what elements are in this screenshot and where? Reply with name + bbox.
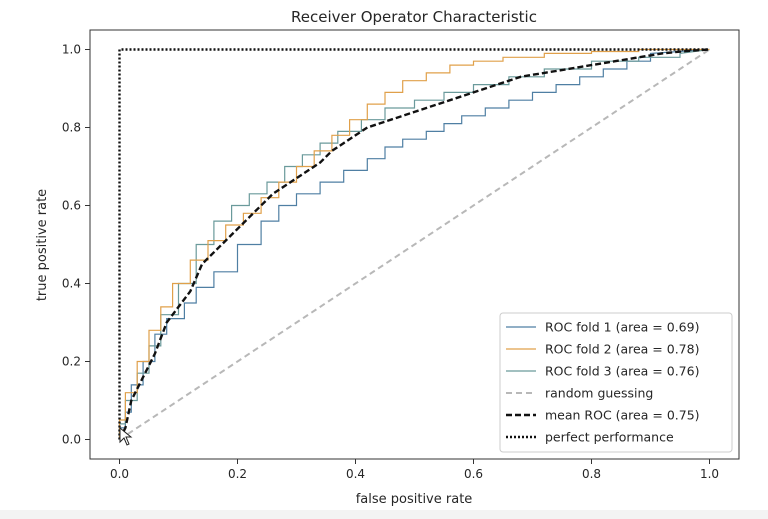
legend-label: ROC fold 1 (area = 0.69) bbox=[545, 320, 699, 335]
series-line-random bbox=[118, 48, 711, 441]
series-line-fold1 bbox=[118, 48, 710, 440]
x-tick-label: 0.0 bbox=[110, 467, 129, 481]
x-axis-label: false positive rate bbox=[356, 492, 473, 507]
y-tick-label: 0.8 bbox=[62, 121, 81, 135]
bottom-strip bbox=[0, 510, 768, 519]
legend-label: random guessing bbox=[545, 386, 653, 401]
plot-series-group bbox=[118, 48, 711, 441]
x-tick-label: 0.8 bbox=[582, 467, 601, 481]
legend: ROC fold 1 (area = 0.69) ROC fold 2 (area… bbox=[499, 312, 733, 453]
chart-title: Receiver Operator Characteristic bbox=[291, 8, 537, 26]
mouse-cursor-icon bbox=[119, 426, 133, 446]
series-line-mean bbox=[118, 48, 710, 441]
y-tick-label: 0.4 bbox=[62, 277, 81, 291]
x-tick-label: 1.0 bbox=[700, 467, 719, 481]
x-tick-label: 0.2 bbox=[228, 467, 247, 481]
legend-label: ROC fold 3 (area = 0.76) bbox=[545, 364, 699, 379]
legend-items: ROC fold 1 (area = 0.69) ROC fold 2 (area… bbox=[506, 320, 700, 445]
y-axis-label: true positive rate bbox=[35, 189, 50, 301]
y-tick-label: 0.6 bbox=[62, 199, 81, 213]
series-line-perfect bbox=[118, 48, 710, 440]
legend-label: ROC fold 2 (area = 0.78) bbox=[545, 342, 699, 357]
legend-label: perfect performance bbox=[545, 430, 674, 445]
y-tick-label: 0.2 bbox=[62, 355, 81, 369]
y-tick-label: 0.0 bbox=[62, 433, 81, 447]
y-tick-label: 1.0 bbox=[62, 43, 81, 57]
x-axis-ticks: 0.0 0.2 0.4 0.6 0.8 1.0 bbox=[110, 459, 719, 481]
plot-frame bbox=[89, 29, 740, 460]
legend-box bbox=[499, 312, 733, 453]
legend-label: mean ROC (area = 0.75) bbox=[545, 408, 700, 423]
x-tick-label: 0.4 bbox=[346, 467, 365, 481]
y-axis-ticks: 0.0 0.2 0.4 0.6 0.8 1.0 bbox=[62, 43, 90, 447]
x-tick-label: 0.6 bbox=[464, 467, 483, 481]
